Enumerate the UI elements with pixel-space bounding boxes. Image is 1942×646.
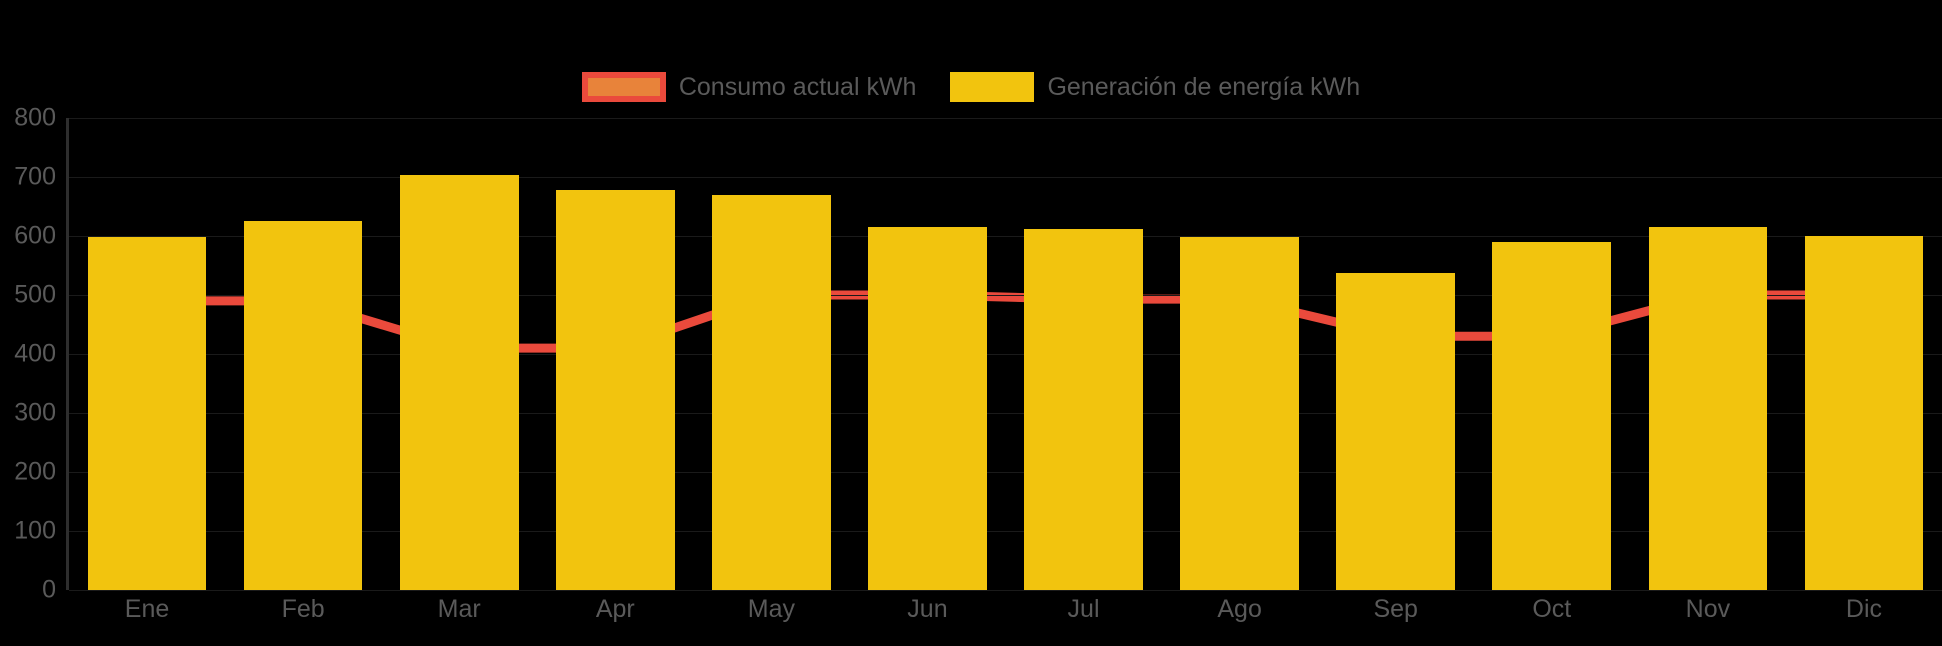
x-axis-tick: May (747, 595, 795, 623)
x-axis-tick: Ago (1217, 595, 1262, 623)
x-axis-tick: Sep (1373, 595, 1418, 623)
x-axis-tick: Jun (907, 595, 948, 623)
y-axis-tick: 500 (14, 280, 56, 309)
y-axis-tick: 400 (14, 339, 56, 368)
x-axis-tick: Apr (595, 595, 635, 623)
gridline (69, 177, 1942, 178)
bar[interactable] (712, 194, 831, 590)
y-axis-tick: 300 (14, 398, 56, 427)
legend-label-generacion: Generación de energía kWh (1047, 73, 1361, 101)
y-axis: 800 700 600 500 400 300 200 100 0 (0, 105, 66, 602)
plot-area: 800 700 600 500 400 300 200 100 0 (0, 105, 1942, 602)
y-axis-tick: 800 (14, 103, 56, 132)
bar[interactable] (1180, 237, 1299, 590)
x-axis-tick: Ene (124, 595, 170, 623)
bar[interactable] (399, 175, 519, 590)
gridline (69, 354, 1942, 355)
plot-canvas (69, 118, 1942, 591)
legend-item-generacion[interactable]: Generación de energía kWh (950, 72, 1360, 102)
bar[interactable] (1804, 236, 1924, 590)
gridline (69, 590, 1942, 591)
bar[interactable] (243, 221, 363, 590)
x-axis-tick: Nov (1685, 595, 1731, 623)
gridline (69, 236, 1942, 237)
bar-swatch-icon (950, 72, 1035, 102)
y-axis-tick: 200 (14, 457, 56, 486)
gridline (69, 118, 1942, 119)
y-axis-line (66, 118, 69, 590)
y-axis-tick: 100 (14, 516, 56, 545)
line-swatch-icon (581, 72, 666, 102)
bar[interactable] (1492, 241, 1612, 590)
bar[interactable] (1648, 227, 1768, 590)
y-axis-tick: 700 (14, 162, 56, 191)
y-axis-tick: 0 (42, 575, 56, 604)
x-axis-tick: Jul (1067, 595, 1100, 623)
legend-item-consumo[interactable]: Consumo actual kWh (581, 72, 917, 102)
gridline (69, 531, 1942, 532)
gridline (69, 295, 1942, 296)
gridline (69, 413, 1942, 414)
x-axis-tick: Oct (1532, 595, 1572, 623)
legend-label-consumo: Consumo actual kWh (678, 73, 917, 101)
gridline (69, 472, 1942, 473)
x-axis-tick: Feb (281, 595, 325, 623)
bar[interactable] (555, 189, 675, 590)
x-axis-tick: Dic (1845, 595, 1883, 623)
bar[interactable] (868, 227, 987, 590)
x-axis: Ene Feb Mar Apr May Jun Jul Ago Sep Oct Nov Dic (69, 594, 1942, 634)
x-axis-tick: Mar (437, 595, 481, 623)
bar[interactable] (1336, 273, 1455, 590)
y-axis-tick: 600 (14, 221, 56, 250)
bar[interactable] (1024, 228, 1143, 590)
chart-legend: Consumo actual kWh Generación de energía… (0, 72, 1942, 102)
bar[interactable] (87, 237, 207, 590)
